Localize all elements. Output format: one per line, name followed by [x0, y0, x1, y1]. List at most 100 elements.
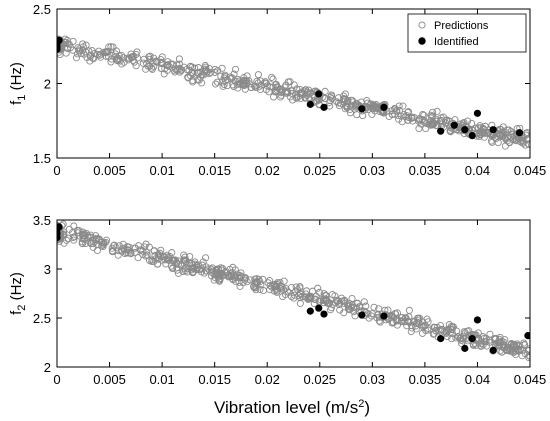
- prediction-point: [217, 72, 225, 80]
- prediction-point: [143, 251, 151, 259]
- prediction-point: [514, 346, 522, 354]
- prediction-point: [268, 283, 276, 291]
- prediction-point: [452, 334, 460, 342]
- prediction-point: [270, 93, 278, 101]
- prediction-point: [78, 239, 86, 247]
- prediction-point: [103, 48, 111, 56]
- identified-point: [315, 304, 323, 312]
- x-tick-label: 0.025: [304, 372, 337, 387]
- x-tick-label: 0.005: [93, 163, 126, 178]
- prediction-point: [278, 283, 286, 291]
- prediction-point: [174, 269, 182, 277]
- prediction-point: [194, 263, 202, 271]
- identified-point: [306, 100, 314, 108]
- legend-box: [407, 13, 527, 53]
- prediction-point: [235, 278, 243, 286]
- prediction-point: [395, 107, 404, 115]
- prediction-point: [376, 108, 384, 116]
- legend-marker-identified: [418, 37, 426, 45]
- prediction-point: [74, 229, 82, 237]
- prediction-point: [219, 82, 227, 90]
- chart-f2: 0 0.005 0.01 0.015 0.02 0.025 0.03 0.035 0.04 0.0…: [8, 213, 546, 387]
- prediction-point: [227, 75, 235, 83]
- prediction-point: [479, 125, 487, 133]
- prediction-point: [257, 81, 265, 89]
- prediction-point: [214, 273, 222, 281]
- prediction-point: [104, 53, 112, 61]
- x-tick-label: 0.015: [198, 372, 231, 387]
- prediction-point: [237, 269, 245, 277]
- prediction-point: [502, 135, 510, 143]
- prediction-point: [142, 248, 151, 256]
- identified-point: [437, 127, 445, 135]
- prediction-point: [213, 78, 221, 86]
- prediction-point: [436, 118, 444, 126]
- prediction-point: [220, 81, 228, 89]
- prediction-point: [368, 110, 376, 118]
- prediction-point: [119, 240, 127, 248]
- prediction-point: [124, 54, 132, 62]
- x-tick-label: 0.02: [255, 163, 280, 178]
- prediction-point: [86, 53, 94, 61]
- prediction-point: [69, 233, 77, 241]
- y-tick-label: 2: [44, 77, 51, 92]
- prediction-point: [146, 52, 154, 60]
- prediction-point: [384, 306, 392, 314]
- prediction-point: [236, 80, 244, 88]
- prediction-point: [120, 58, 128, 66]
- prediction-point: [169, 60, 177, 68]
- prediction-point: [256, 285, 264, 293]
- identified-point: [489, 346, 497, 354]
- prediction-point: [124, 246, 132, 254]
- prediction-point: [367, 103, 375, 111]
- prediction-point: [280, 277, 288, 285]
- prediction-point: [64, 40, 72, 48]
- prediction-point: [121, 245, 129, 253]
- axes-frame: [56, 219, 531, 368]
- prediction-point: [276, 279, 284, 287]
- prediction-point: [102, 49, 110, 57]
- prediction-point: [394, 112, 402, 120]
- y-axis-label: f2 (Hz): [8, 272, 28, 315]
- x-tick-label: 0.025: [304, 163, 337, 178]
- prediction-point: [212, 80, 220, 88]
- identified-point: [473, 109, 482, 117]
- prediction-point: [360, 298, 368, 306]
- prediction-point: [427, 120, 435, 128]
- prediction-point: [337, 294, 346, 302]
- prediction-point: [175, 55, 183, 63]
- prediction-point: [151, 252, 159, 260]
- prediction-point: [166, 252, 174, 260]
- legend-label-identified: Identified: [434, 36, 479, 48]
- prediction-point: [327, 92, 336, 100]
- prediction-point: [507, 127, 515, 136]
- prediction-point: [519, 139, 527, 147]
- prediction-point: [418, 329, 427, 337]
- prediction-point: [321, 87, 329, 95]
- prediction-point: [446, 117, 454, 125]
- plot-area: [57, 220, 530, 362]
- identified-point: [473, 316, 482, 324]
- prediction-point: [89, 243, 97, 251]
- prediction-point: [401, 317, 409, 325]
- prediction-point: [278, 86, 286, 94]
- prediction-point: [405, 306, 413, 314]
- prediction-point: [524, 346, 530, 355]
- prediction-point: [183, 65, 191, 74]
- prediction-point: [99, 241, 107, 249]
- prediction-point: [496, 333, 504, 341]
- prediction-point: [236, 282, 244, 290]
- prediction-point: [184, 264, 192, 272]
- prediction-point: [269, 83, 277, 91]
- prediction-point: [425, 120, 433, 128]
- prediction-point: [498, 348, 506, 356]
- prediction-point: [105, 43, 113, 51]
- prediction-point: [226, 265, 234, 273]
- prediction-point: [229, 81, 237, 89]
- prediction-point: [463, 327, 471, 335]
- prediction-point: [241, 276, 249, 284]
- identified-point: [320, 310, 328, 318]
- identified-point: [468, 334, 476, 343]
- prediction-point: [177, 66, 186, 74]
- prediction-point: [429, 119, 437, 127]
